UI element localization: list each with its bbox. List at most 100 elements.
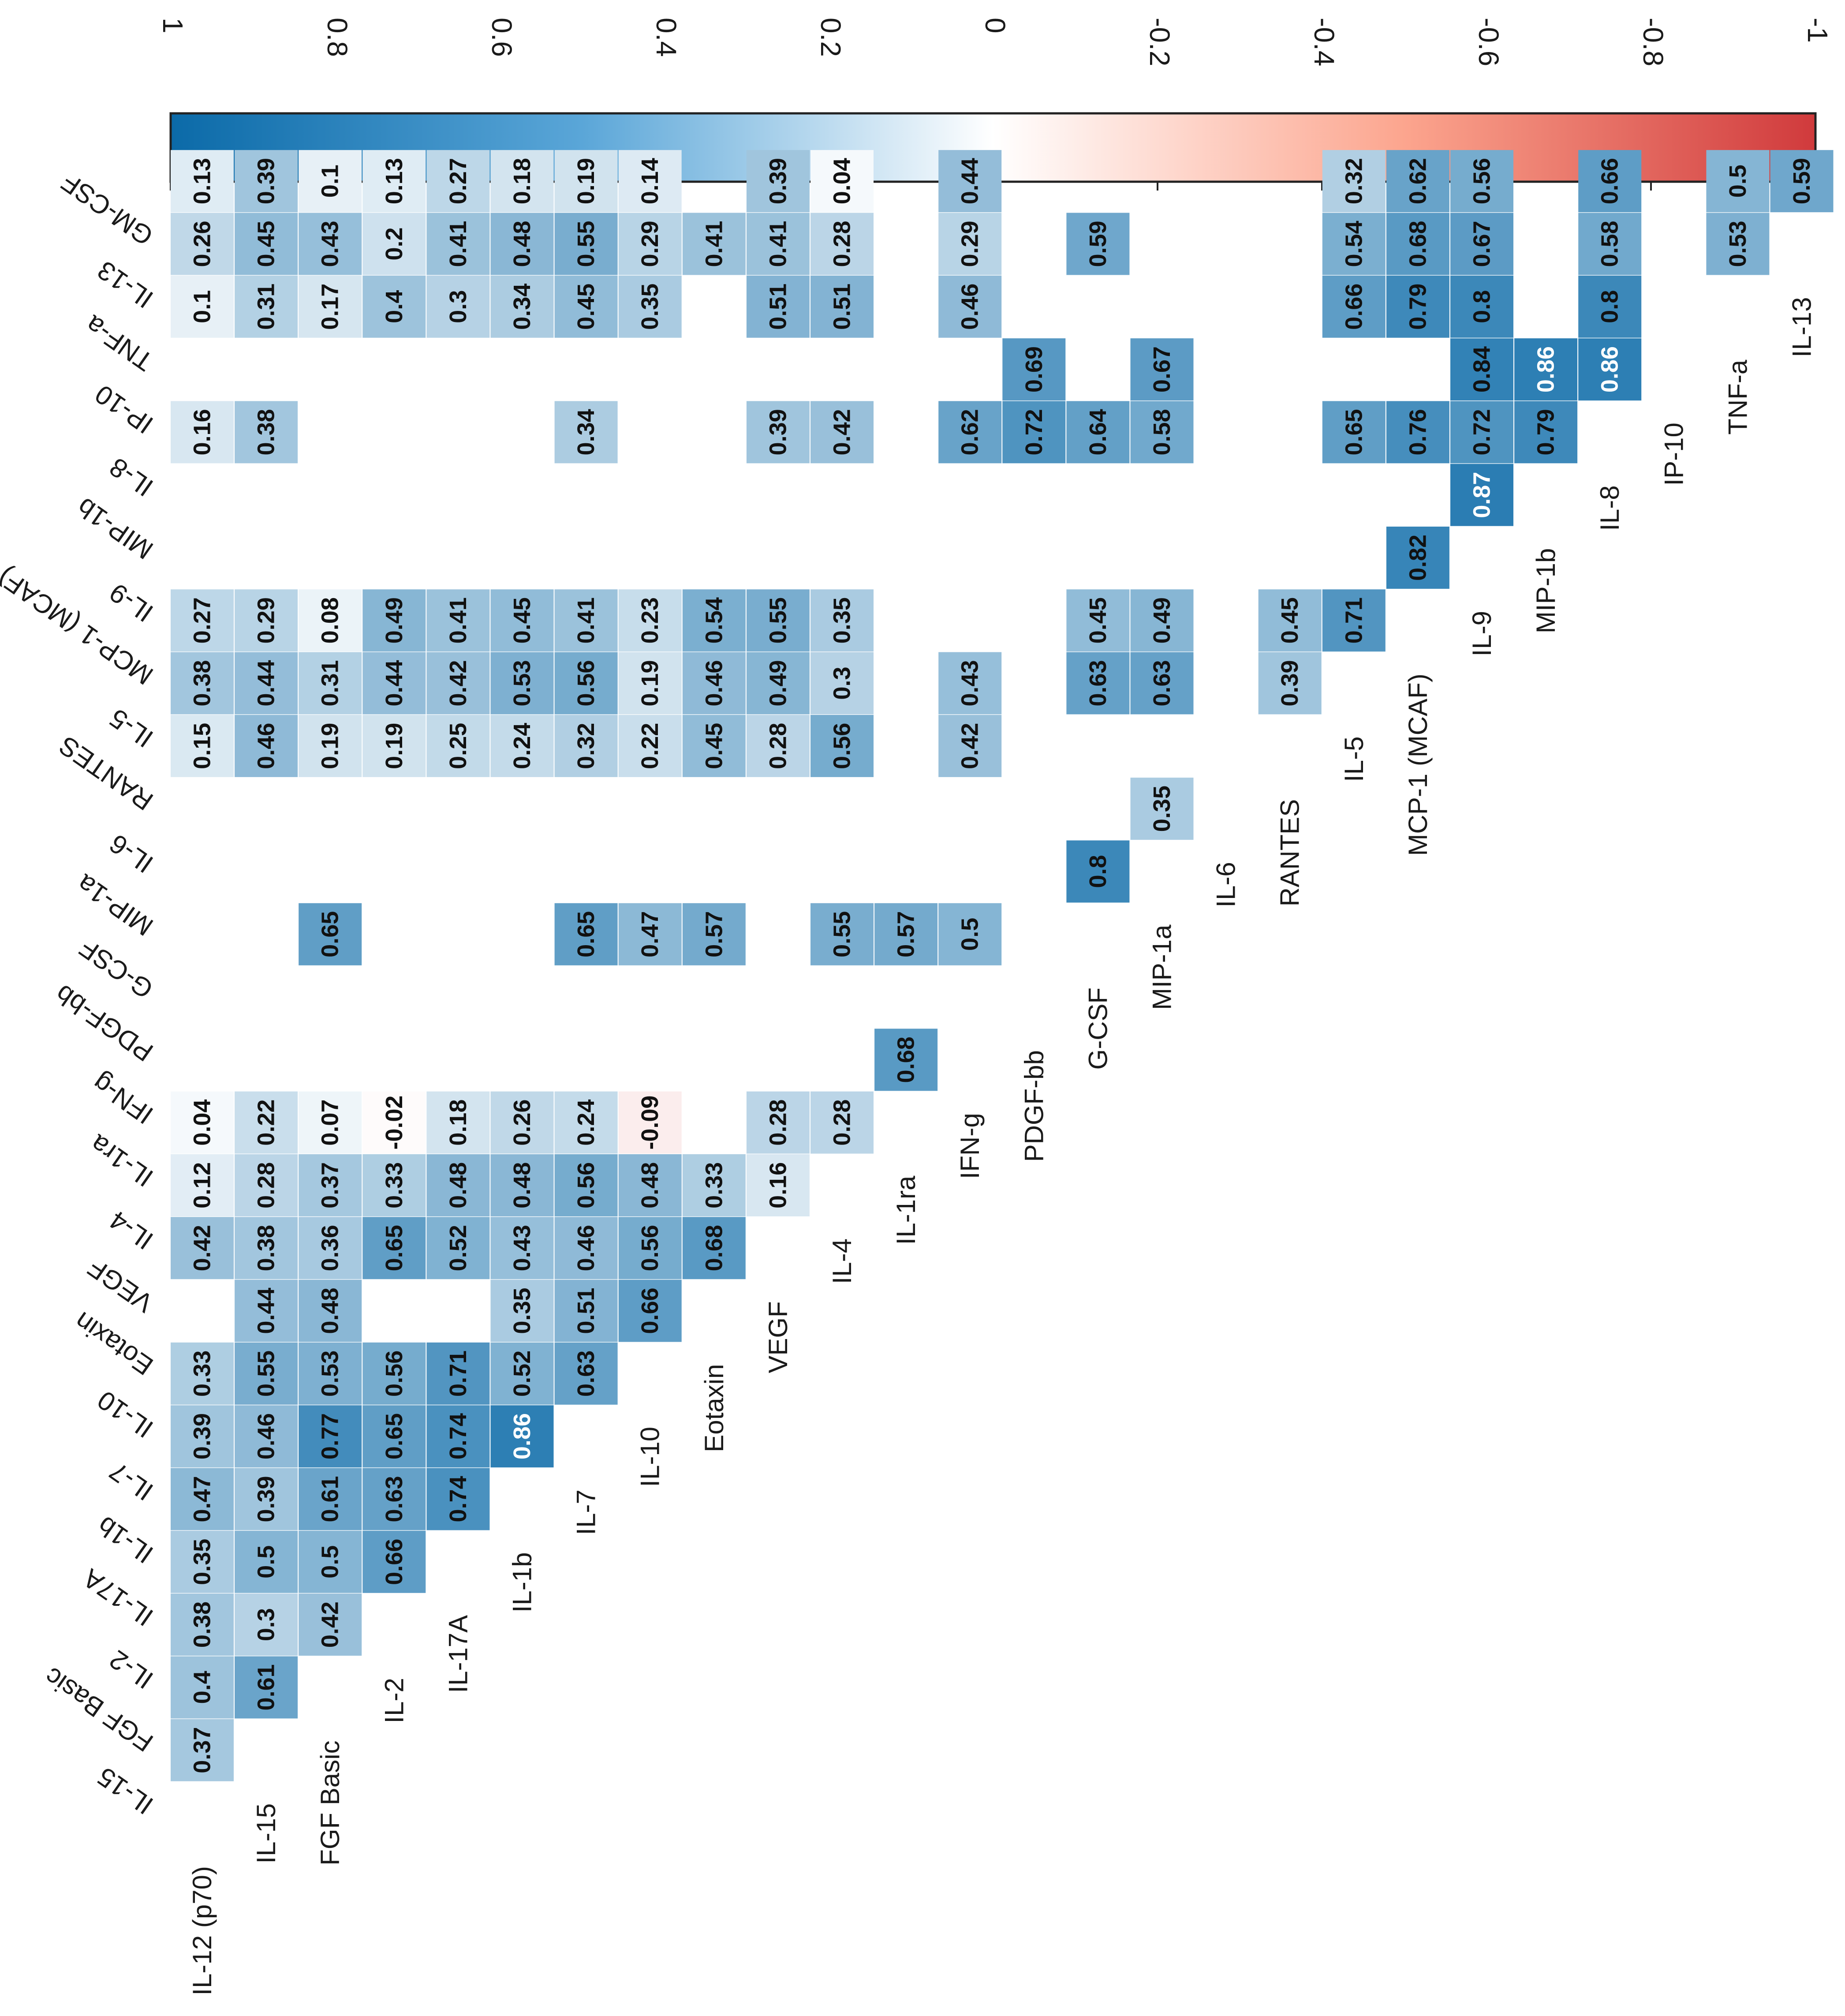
heat-cell: 0.61 <box>299 1468 362 1530</box>
heat-cell-value: 0.66 <box>1341 284 1367 330</box>
heat-cell: 0.86 <box>490 1405 554 1468</box>
heat-cell-value: 0.57 <box>701 911 727 958</box>
heat-cell-value: 0.53 <box>317 1350 344 1397</box>
heat-cell-rect <box>810 213 874 275</box>
heat-cell-value: 0.46 <box>253 1413 280 1459</box>
heat-cell-rect <box>938 903 1002 965</box>
heat-cell: 0.4 <box>171 1656 234 1719</box>
heat-cell: 0.76 <box>1386 401 1449 464</box>
heat-cell: 0.87 <box>1450 464 1513 526</box>
heat-cell-rect <box>171 652 234 714</box>
heat-cell-rect <box>490 1091 554 1154</box>
heat-cell-rect <box>618 213 682 275</box>
heat-cell-value: 0.63 <box>573 1350 599 1397</box>
heat-cell-rect <box>1450 275 1513 338</box>
heat-cell-value: 0.53 <box>509 660 535 707</box>
column-label-il-2: IL-2 <box>104 1645 158 1695</box>
heat-cell-value: 0.63 <box>1149 660 1175 707</box>
heat-cell-value: 0.51 <box>829 284 855 330</box>
heat-cell: 0.29 <box>235 589 298 652</box>
heat-cell-rect <box>1002 401 1066 464</box>
heat-cell: 0.19 <box>362 714 426 777</box>
heat-cell: 0.31 <box>235 275 298 338</box>
heat-cell: 0.52 <box>426 1217 490 1279</box>
heat-cell-value: 0.35 <box>189 1539 216 1585</box>
heat-cell-rect <box>938 652 1002 714</box>
heat-cell: 0.79 <box>1386 275 1449 338</box>
heat-cell-rect <box>171 213 234 275</box>
heat-cell: 0.1 <box>171 275 234 338</box>
heat-cell: 0.63 <box>362 1468 426 1530</box>
heat-cell: 0.57 <box>874 903 938 965</box>
heat-cell-value: 0.44 <box>957 158 983 204</box>
heat-cell-rect <box>235 1530 298 1593</box>
heat-cell: 0.04 <box>171 1091 234 1154</box>
heat-cell-value: 0.51 <box>765 284 791 330</box>
heat-cell-rect <box>426 275 490 338</box>
heat-cell-rect <box>810 652 874 714</box>
heat-cell-value: 0.46 <box>253 723 280 769</box>
heat-cell: 0.31 <box>299 652 362 714</box>
heat-cell: 0.22 <box>618 714 682 777</box>
heat-cell-rect <box>938 714 1002 777</box>
colorbar-tick-label: 0.4 <box>650 18 682 57</box>
heat-cell-rect <box>618 150 682 213</box>
heat-cell-value: 0.65 <box>1341 409 1367 455</box>
heat-cell-rect <box>1258 589 1322 652</box>
diagonal-label-ifn-g: IFN-g <box>955 1113 985 1179</box>
heat-cell-value: 0.29 <box>637 221 663 267</box>
heat-cell-rect <box>554 1279 618 1342</box>
heat-cell-rect <box>299 903 362 965</box>
column-label-ip-10: IP-10 <box>90 379 158 440</box>
diagonal-label-il-2: IL-2 <box>379 1678 409 1723</box>
heat-cell-value: 0.41 <box>701 221 727 267</box>
heat-cell: 0.26 <box>171 213 234 275</box>
heat-cell-rect <box>810 903 874 965</box>
heat-cell: 0.68 <box>1386 213 1449 275</box>
heat-cell: 0.38 <box>171 652 234 714</box>
heat-cell-rect <box>362 1530 426 1593</box>
heat-cell: 0.37 <box>299 1154 362 1216</box>
heat-cell-rect <box>554 1091 618 1154</box>
heat-cell: 0.55 <box>235 1342 298 1405</box>
heat-cell-rect <box>171 1217 234 1279</box>
heat-cell: 0.5 <box>299 1530 362 1593</box>
colorbar-tick-label: 1 <box>157 18 189 34</box>
heat-cell-rect <box>1514 401 1578 464</box>
column-label-il-8: IL-8 <box>104 452 158 502</box>
heat-cell-rect <box>426 150 490 213</box>
heat-cell: 0.8 <box>1578 275 1642 338</box>
heat-cell: 0.45 <box>490 589 554 652</box>
heat-cell: 0.33 <box>171 1342 234 1405</box>
column-label-il-5: IL-5 <box>104 703 158 753</box>
heat-cell-rect <box>554 589 618 652</box>
heat-cell: 0.77 <box>299 1405 362 1468</box>
heat-cell-rect <box>490 589 554 652</box>
heat-cell-value: 0.1 <box>189 290 216 323</box>
heat-cell-value: 0.18 <box>445 1100 471 1146</box>
heat-cell-rect <box>554 1217 618 1279</box>
heat-cell-value: 0.51 <box>573 1288 599 1334</box>
heat-cell: 0.59 <box>1066 213 1130 275</box>
heat-cell-rect <box>299 1154 362 1216</box>
diagonal-label-il-8: IL-8 <box>1595 485 1625 531</box>
heat-cell-rect <box>171 589 234 652</box>
heat-cell: 0.3 <box>810 652 874 714</box>
heat-cell-rect <box>299 589 362 652</box>
heat-cell: 0.39 <box>1258 652 1322 714</box>
heat-cell: 0.46 <box>235 714 298 777</box>
heat-cell-rect <box>299 213 362 275</box>
heat-cell-value: 0.86 <box>1597 346 1623 393</box>
heat-cell-value: 0.54 <box>1341 221 1367 267</box>
heat-cell: 0.34 <box>554 401 618 464</box>
column-label-il-1b: IL-1b <box>92 1511 158 1569</box>
heat-cell-rect <box>618 589 682 652</box>
heat-cell: 0.48 <box>490 213 554 275</box>
heat-cell-value: 0.43 <box>957 660 983 707</box>
heat-cell: 0.45 <box>554 275 618 338</box>
heat-cell-rect <box>554 1342 618 1405</box>
heat-cell: 0.59 <box>1770 150 1834 213</box>
heat-cell: 0.18 <box>426 1091 490 1154</box>
heat-cell-rect <box>618 275 682 338</box>
